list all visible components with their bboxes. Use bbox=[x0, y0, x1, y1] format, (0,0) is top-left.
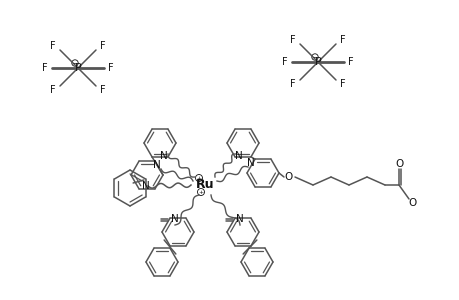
Text: F: F bbox=[290, 79, 295, 89]
Text: N: N bbox=[171, 214, 179, 224]
Text: O: O bbox=[408, 198, 416, 208]
Text: −: − bbox=[73, 61, 77, 65]
Text: F: F bbox=[50, 41, 56, 51]
Text: N: N bbox=[142, 181, 150, 191]
Text: F: F bbox=[281, 57, 287, 67]
Text: F: F bbox=[340, 79, 345, 89]
Text: F: F bbox=[100, 85, 106, 95]
Text: O: O bbox=[284, 172, 292, 182]
Text: +: + bbox=[198, 190, 203, 194]
Text: +: + bbox=[196, 176, 201, 181]
Text: O: O bbox=[395, 159, 403, 169]
Text: Ru: Ru bbox=[196, 178, 214, 191]
Text: F: F bbox=[347, 57, 353, 67]
Text: F: F bbox=[108, 63, 113, 73]
Text: F: F bbox=[42, 63, 48, 73]
Text: F: F bbox=[50, 85, 56, 95]
Text: P: P bbox=[314, 57, 321, 67]
Text: N: N bbox=[246, 158, 254, 168]
Text: N: N bbox=[160, 151, 168, 161]
Text: −: − bbox=[312, 55, 317, 59]
Text: N: N bbox=[153, 160, 161, 170]
Text: P: P bbox=[74, 63, 81, 73]
Text: F: F bbox=[340, 35, 345, 45]
Text: N: N bbox=[235, 151, 242, 161]
Text: N: N bbox=[235, 214, 243, 224]
Text: F: F bbox=[100, 41, 106, 51]
Text: F: F bbox=[290, 35, 295, 45]
